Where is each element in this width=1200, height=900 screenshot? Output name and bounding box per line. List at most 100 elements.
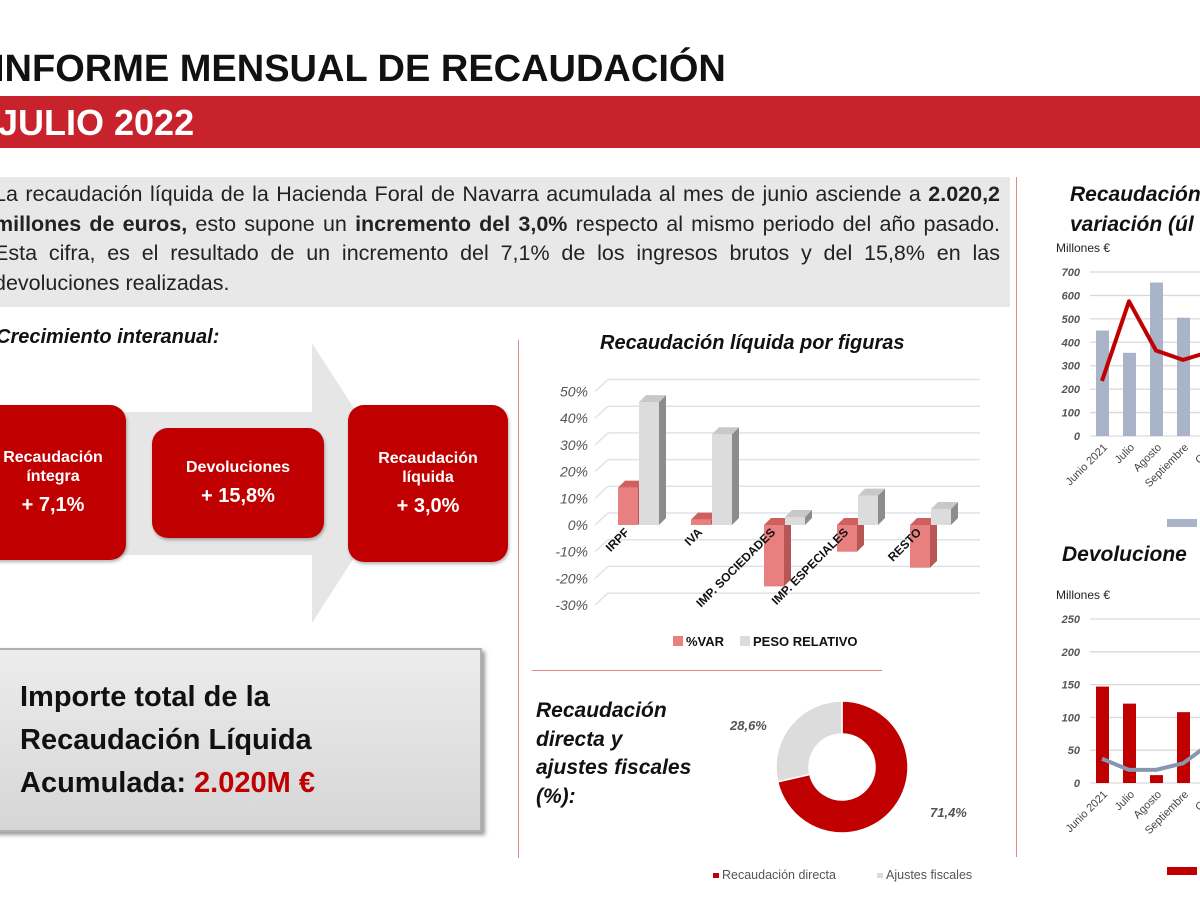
bar-top xyxy=(785,509,812,517)
legend-swatch xyxy=(673,636,683,646)
bar-side xyxy=(878,488,885,525)
divider xyxy=(532,670,882,671)
bar-side xyxy=(784,518,791,587)
bar-peso xyxy=(785,516,805,525)
y-tick-label: 100 xyxy=(1062,408,1081,420)
bar-side xyxy=(930,518,937,568)
y-tick-label: -30% xyxy=(555,597,588,613)
bar xyxy=(1096,686,1109,783)
bar-top xyxy=(618,480,645,488)
x-tick-label: Octu xyxy=(1193,789,1200,814)
chart-title-donut: Recaudación directa y ajustes fiscales (… xyxy=(536,699,692,808)
y-tick-label: -20% xyxy=(555,570,588,586)
y-tick-label: 700 xyxy=(1062,267,1081,279)
bar xyxy=(1150,282,1163,436)
y-tick-label: 250 xyxy=(1061,614,1081,626)
bar-top xyxy=(764,518,791,525)
bar-var xyxy=(691,519,711,525)
bar-top xyxy=(931,501,958,509)
legend-swatch xyxy=(740,636,750,646)
legend-label: Ajustes fiscales xyxy=(886,868,972,882)
trend-line xyxy=(1100,299,1200,382)
gridline xyxy=(594,592,609,606)
x-tick-label: IVA xyxy=(682,525,706,549)
y-tick-label: 100 xyxy=(1062,712,1081,724)
x-tick-label: Octu xyxy=(1193,442,1200,467)
y-tick-label: 50% xyxy=(560,384,588,400)
bar-top xyxy=(639,395,666,403)
bar xyxy=(1177,317,1190,436)
bar-var xyxy=(910,525,930,568)
legend-label: PESO RELATIVO xyxy=(753,634,858,649)
legend-swatch xyxy=(1167,867,1197,875)
bar-peso xyxy=(712,434,732,525)
period-band: JULIO 2022 xyxy=(0,96,1200,148)
bar-peso xyxy=(858,495,878,525)
chart-title-figuras: Recaudación líquida por figuras xyxy=(600,332,905,354)
y-tick-label: 0% xyxy=(568,517,588,533)
y-tick-label: 150 xyxy=(1062,680,1081,692)
y-axis-unit: Millones € xyxy=(1056,588,1110,602)
bar-var xyxy=(764,525,784,587)
x-tick-label: Junio 2021 xyxy=(1064,789,1111,836)
total-amount: 2.020M € xyxy=(194,767,315,799)
legend-swatch xyxy=(1167,519,1197,527)
donut-slice xyxy=(776,700,909,834)
bar-side xyxy=(805,509,812,525)
y-tick-label: 200 xyxy=(1061,384,1081,396)
data-label: 71,4% xyxy=(930,805,967,820)
bar xyxy=(1123,703,1136,783)
legend-swatch xyxy=(877,873,883,878)
divider xyxy=(518,340,519,858)
y-tick-label: -10% xyxy=(555,544,588,560)
chart-title-recaudacion: Recaudación variación (úl xyxy=(1070,183,1200,236)
chart-figuras: 50%40%30%20%10%0%-10%-20%-30%IRPF IVAIMP.… xyxy=(555,378,980,649)
y-tick-label: 0 xyxy=(1074,431,1081,443)
bar-top xyxy=(837,518,864,525)
y-tick-label: 300 xyxy=(1062,361,1081,373)
growth-box-liquida: Recaudación líquida + 3,0% xyxy=(348,405,508,562)
y-tick-label: 0 xyxy=(1074,778,1081,790)
bar-var xyxy=(618,487,638,525)
bar-peso xyxy=(931,508,951,525)
summary-text: La recaudación líquida de la Hacienda Fo… xyxy=(0,182,1001,295)
gridline xyxy=(594,378,609,393)
divider xyxy=(1016,177,1017,857)
bar xyxy=(1123,352,1136,436)
legend-label: Recaudación directa xyxy=(722,868,836,882)
y-tick-label: 20% xyxy=(559,464,588,480)
bar-side xyxy=(732,427,739,525)
trend-line xyxy=(1101,748,1200,772)
y-tick-label: 600 xyxy=(1062,290,1081,302)
bar xyxy=(1096,330,1109,436)
y-tick-label: 10% xyxy=(560,490,588,506)
period-label: JULIO 2022 xyxy=(0,102,195,143)
bar xyxy=(1177,712,1190,783)
bar-top xyxy=(858,488,885,496)
bar-top xyxy=(691,512,718,520)
bar xyxy=(1150,775,1163,783)
gridline xyxy=(594,485,609,499)
report-title: INFORME MENSUAL DE RECAUDACIÓN xyxy=(0,48,726,90)
growth-box-devoluciones: Devoluciones + 15,8% xyxy=(152,428,324,538)
gridline xyxy=(594,432,609,446)
y-tick-label: 200 xyxy=(1061,647,1081,659)
y-tick-label: 30% xyxy=(560,437,588,453)
data-label: 28,6% xyxy=(729,718,767,733)
bar-side xyxy=(857,518,864,552)
x-tick-label: Junio 2021 xyxy=(1064,442,1111,489)
chart-donut: 71,4% 28,6% Recaudación directa Ajustes fis… xyxy=(713,700,972,882)
y-tick-label: 40% xyxy=(560,410,588,426)
y-tick-label: 400 xyxy=(1061,337,1081,349)
gridline xyxy=(594,539,609,553)
chart-title-devoluciones: Devolucione xyxy=(1062,543,1187,566)
y-axis-unit: Millones € xyxy=(1056,241,1110,255)
y-tick-label: 50 xyxy=(1068,745,1081,757)
legend-label: %VAR xyxy=(686,634,725,649)
gridline xyxy=(594,565,609,579)
legend-swatch xyxy=(713,873,719,878)
bar-var xyxy=(837,525,857,552)
gridline xyxy=(594,512,609,526)
